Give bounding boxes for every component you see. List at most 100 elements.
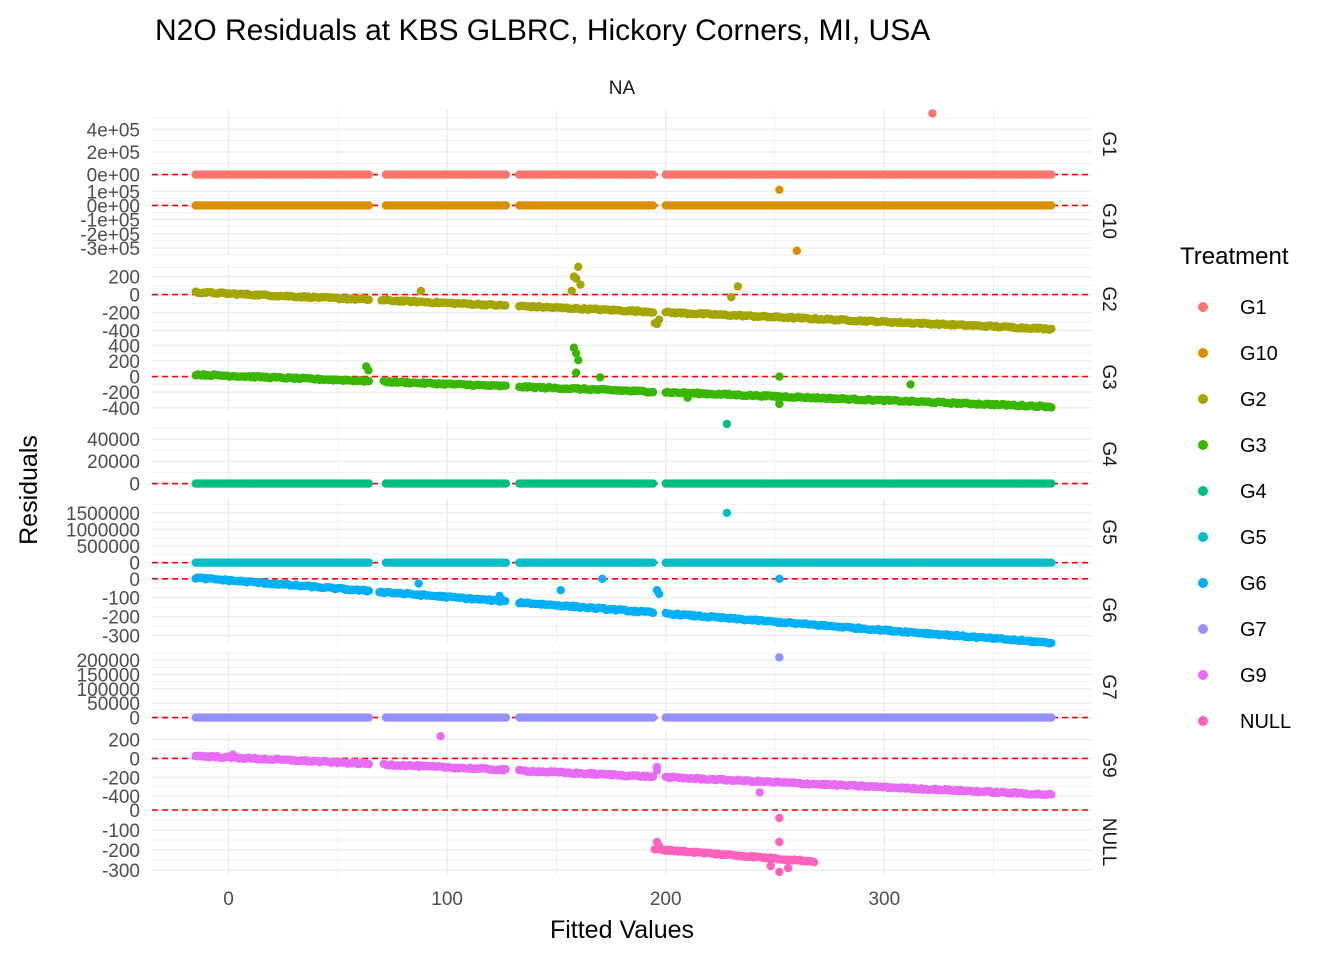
outlier-point	[775, 813, 784, 823]
data-point	[501, 765, 510, 774]
panel-grid	[152, 110, 1092, 178]
outlier-point	[595, 373, 605, 382]
outlier-point	[416, 286, 426, 296]
data-point	[364, 376, 374, 386]
facet-strip-label: G1	[1098, 131, 1119, 156]
y-tick-label: 4e+05	[87, 120, 140, 141]
data-point	[364, 586, 374, 596]
data-point	[364, 558, 374, 567]
series-points	[191, 713, 1056, 722]
data-point	[1047, 713, 1056, 722]
legend-label: G9	[1240, 665, 1267, 687]
legend-label: G7	[1240, 619, 1267, 641]
data-point	[648, 170, 658, 179]
panel-grid	[152, 652, 1092, 721]
outlier-point	[574, 355, 583, 365]
data-point	[648, 772, 658, 781]
legend-item: G3	[1198, 435, 1267, 457]
data-point	[501, 301, 510, 310]
y-tick-label: -400	[102, 787, 140, 808]
outlier-point	[654, 315, 664, 324]
legend-item: G2	[1198, 389, 1267, 411]
y-tick-label: 400	[108, 336, 140, 357]
outlier-point	[654, 841, 664, 851]
outlier-point	[571, 348, 581, 358]
y-tick-label: -200	[102, 303, 140, 324]
y-tick-label: -1e+05	[80, 211, 140, 232]
outlier-point	[783, 863, 793, 873]
y-tick-label: 100000	[77, 680, 140, 701]
panel-grid	[152, 808, 1092, 876]
legend-label: G5	[1240, 527, 1267, 549]
panel-g6: -300-200-1000 G6	[102, 570, 1119, 648]
series-points	[191, 558, 1056, 567]
y-tick-label: -200	[102, 768, 140, 789]
facet-strip-label: G3	[1098, 364, 1119, 389]
y-tick-label: 0	[129, 368, 140, 389]
y-tick-label: 0	[129, 801, 140, 822]
data-point	[1047, 170, 1056, 179]
series-points	[191, 170, 1056, 179]
outlier-point	[574, 262, 583, 271]
outlier-point	[567, 286, 576, 296]
outlier-point	[733, 282, 743, 291]
legend-label: NULL	[1240, 711, 1291, 733]
data-point	[501, 596, 510, 606]
outlier-point	[775, 372, 784, 381]
x-tick-label: 0	[223, 889, 234, 910]
legend-item: G10	[1198, 343, 1278, 365]
outlier-point	[775, 185, 784, 195]
panel-grid	[152, 498, 1092, 566]
facet-strip-label: NULL	[1098, 818, 1119, 867]
facet-panels: 0e+002e+054e+05G1-3e+05-2e+05-1e+050e+00…	[66, 109, 1119, 882]
outlier-point	[755, 788, 764, 797]
outlier-point	[571, 368, 581, 377]
outlier-point	[775, 574, 784, 584]
data-point	[648, 713, 658, 722]
outlier-point	[722, 419, 732, 429]
y-tick-label: 0e+00	[87, 196, 140, 217]
y-tick-label: 200	[108, 352, 140, 373]
series-points	[191, 201, 1056, 210]
facet-strip-label: G9	[1098, 752, 1119, 777]
legend-label: G6	[1240, 573, 1267, 595]
y-tick-label: -3e+05	[80, 239, 140, 260]
legend-key	[1198, 302, 1208, 312]
y-tick-label: -100	[102, 589, 140, 610]
outlier-point	[228, 750, 238, 759]
legend-item: NULL	[1198, 711, 1291, 733]
facet-strip-label: G6	[1098, 597, 1119, 622]
series-points	[191, 573, 1056, 648]
outlier-point	[571, 274, 581, 283]
data-point	[364, 713, 374, 722]
legend-key	[1198, 716, 1208, 726]
legend-label: G10	[1240, 343, 1278, 365]
facet-strip-label: G5	[1098, 519, 1119, 544]
data-point	[648, 308, 658, 317]
legend-item: G9	[1198, 665, 1267, 687]
data-point	[501, 479, 511, 488]
x-tick-label: 300	[868, 889, 900, 910]
series-points	[191, 751, 1056, 800]
legend-item: G6	[1198, 573, 1267, 595]
outlier-point	[654, 589, 664, 599]
data-point	[501, 713, 511, 722]
legend: Treatment G1 G10 G2 G3 G4 G5 G6 G7 G9 NULL	[1180, 243, 1291, 733]
outlier-point	[775, 837, 784, 847]
legend-key	[1198, 532, 1208, 542]
y-tick-label: -300	[102, 627, 140, 648]
legend-item: G5	[1198, 527, 1267, 549]
outlier-point	[652, 766, 662, 775]
outlier-point	[766, 861, 775, 871]
legend-label: G2	[1240, 389, 1267, 411]
data-point	[501, 381, 510, 390]
legend-key	[1198, 486, 1208, 496]
y-tick-label: 0	[129, 709, 140, 730]
legend-key	[1198, 670, 1208, 680]
